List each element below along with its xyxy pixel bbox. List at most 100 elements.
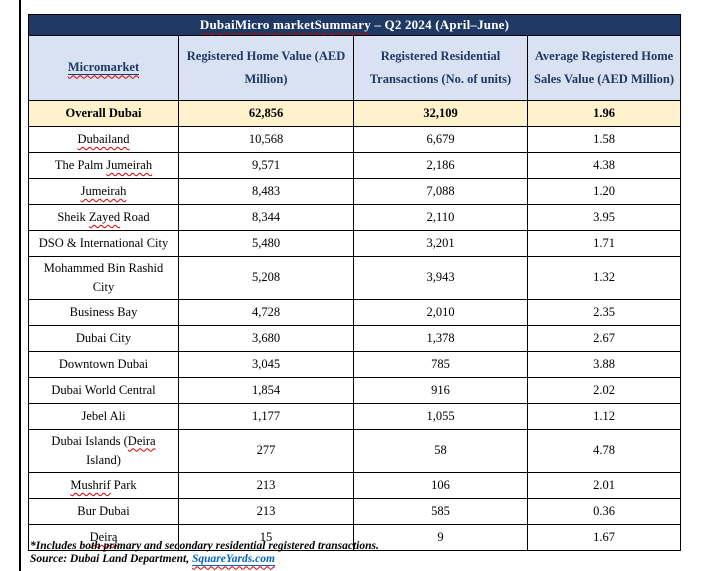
- micromarket-name-cell: Mushrif Park: [28, 472, 179, 499]
- misspelled-text: Deira: [127, 433, 156, 448]
- avg-value-cell: 4.38: [526, 152, 682, 179]
- avg-value-cell: 1.67: [526, 524, 682, 551]
- table-row: DSO & International City 5,480 3,201 1.71: [28, 230, 682, 257]
- table-title-marked-text: DubaiMicro marketSummary: [199, 17, 371, 32]
- table-row: Dubai City 3,680 1,378 2.67: [28, 325, 682, 352]
- avg-value-cell: 3.95: [526, 204, 682, 231]
- micromarket-name-cell: Jumeirah: [28, 178, 179, 205]
- home-value-cell: 4,728: [178, 299, 354, 326]
- transactions-cell: 3,201: [353, 230, 528, 257]
- micromarket-summary-table: DubaiMicro marketSummary – Q2 2024 (Apri…: [27, 14, 682, 551]
- source-prefix-text: Source: Dubai Land Department,: [30, 553, 192, 566]
- table-row: Downtown Dubai 3,045 785 3.88: [28, 351, 682, 378]
- micromarket-name-cell: Overall Dubai: [28, 100, 179, 127]
- micromarket-name-cell: Dubai Islands (Deira Island): [28, 429, 179, 473]
- table-row: Jumeirah 8,483 7,088 1.20: [28, 178, 682, 205]
- micromarket-name-cell: Deira: [28, 524, 179, 551]
- avg-value-cell: 3.88: [526, 351, 682, 378]
- page-edge-line: [19, 0, 21, 571]
- home-value-cell: 8,483: [178, 178, 354, 205]
- avg-value-cell: 0.36: [526, 498, 682, 525]
- transactions-cell: 2,186: [353, 152, 528, 179]
- source-link[interactable]: SquareYards.com: [191, 553, 275, 567]
- misspelled-text: Jumeirah: [80, 183, 127, 198]
- footnote-line: *Includes both primary and secondary res…: [30, 540, 379, 552]
- avg-value-cell: 2.01: [526, 472, 682, 499]
- avg-value-cell: 1.96: [526, 100, 682, 127]
- table-title-bar: DubaiMicro marketSummary – Q2 2024 (Apri…: [27, 14, 682, 36]
- column-header-label: Micromarket: [67, 60, 140, 76]
- table-row: Mohammed Bin Rashid City 5,208 3,943 1.32: [28, 256, 682, 300]
- transactions-cell: 3,943: [353, 256, 528, 300]
- table-row: Business Bay 4,728 2,010 2.35: [28, 299, 682, 326]
- home-value-cell: 5,480: [178, 230, 354, 257]
- footnotes: *Includes both primary and secondary res…: [30, 540, 379, 567]
- micromarket-name-cell: Sheik Zayed Road: [28, 204, 179, 231]
- transactions-cell: 916: [353, 377, 528, 404]
- micromarket-name-cell: DSO & International City: [28, 230, 179, 257]
- home-value-cell: 5,208: [178, 256, 354, 300]
- home-value-cell: 3,045: [178, 351, 354, 378]
- table-title-row: DubaiMicro marketSummary – Q2 2024 (Apri…: [27, 14, 682, 36]
- misspelled-text: Zayed: [88, 209, 121, 224]
- column-header-label: Registered Residential Transactions (No.…: [369, 48, 512, 86]
- transactions-cell: 785: [353, 351, 528, 378]
- column-header-micromarket: Micromarket: [28, 35, 179, 101]
- transactions-cell: 9: [353, 524, 528, 551]
- table-row: Jebel Ali 1,177 1,055 1.12: [28, 403, 682, 430]
- table-row: Dubailand 10,568 6,679 1.58: [28, 126, 682, 153]
- table-row: Overall Dubai 62,856 32,109 1.96: [28, 100, 682, 127]
- home-value-cell: 15: [178, 524, 354, 551]
- misspelled-text: Mushrif: [70, 477, 111, 492]
- table-row: Bur Dubai 213 585 0.36: [28, 498, 682, 525]
- avg-value-cell: 1.32: [526, 256, 682, 300]
- home-value-cell: 62,856: [178, 100, 354, 127]
- misspelled-text: Deira: [89, 529, 118, 544]
- micromarket-name-cell: Mohammed Bin Rashid City: [28, 256, 179, 300]
- home-value-cell: 1,177: [178, 403, 354, 430]
- table-body: DubaiMicro marketSummary – Q2 2024 (Apri…: [27, 14, 682, 551]
- misspelled-text: Jumeirah: [106, 157, 153, 172]
- column-header-avg-sales-value: Average Registered Home Sales Value (AED…: [526, 35, 682, 101]
- micromarket-name-cell: Bur Dubai: [28, 498, 179, 525]
- avg-value-cell: 2.67: [526, 325, 682, 352]
- avg-value-cell: 1.12: [526, 403, 682, 430]
- micromarket-name-cell: Business Bay: [28, 299, 179, 326]
- micromarket-name-cell: Dubai City: [28, 325, 179, 352]
- transactions-cell: 32,109: [353, 100, 528, 127]
- transactions-cell: 58: [353, 429, 528, 473]
- avg-value-cell: 2.02: [526, 377, 682, 404]
- table-row: Deira 15 9 1.67: [28, 524, 682, 551]
- micromarket-name-cell: Downtown Dubai: [28, 351, 179, 378]
- home-value-cell: 213: [178, 498, 354, 525]
- micromarket-name-cell: Dubai World Central: [28, 377, 179, 404]
- column-header-transactions: Registered Residential Transactions (No.…: [353, 35, 528, 101]
- home-value-cell: 1,854: [178, 377, 354, 404]
- misspelled-text: Dubailand: [77, 131, 130, 146]
- home-value-cell: 213: [178, 472, 354, 499]
- table-row: Dubai Islands (Deira Island) 277 58 4.78: [28, 429, 682, 473]
- home-value-cell: 10,568: [178, 126, 354, 153]
- column-header-home-value: Registered Home Value (AED Million): [178, 35, 354, 101]
- transactions-cell: 1,055: [353, 403, 528, 430]
- column-header-label: Average Registered Home Sales Value (AED…: [534, 48, 674, 86]
- table-header-row: Micromarket Registered Home Value (AED M…: [28, 35, 682, 101]
- home-value-cell: 9,571: [178, 152, 354, 179]
- avg-value-cell: 2.35: [526, 299, 682, 326]
- transactions-cell: 2,110: [353, 204, 528, 231]
- avg-value-cell: 1.58: [526, 126, 682, 153]
- avg-value-cell: 1.71: [526, 230, 682, 257]
- table-row: The Palm Jumeirah 9,571 2,186 4.38: [28, 152, 682, 179]
- table-title-rest-text: – Q2 2024 (April–June): [370, 17, 510, 32]
- micromarket-name-cell: The Palm Jumeirah: [28, 152, 179, 179]
- avg-value-cell: 1.20: [526, 178, 682, 205]
- avg-value-cell: 4.78: [526, 429, 682, 473]
- transactions-cell: 585: [353, 498, 528, 525]
- column-header-label: Registered Home Value (AED Million): [186, 48, 346, 86]
- transactions-cell: 106: [353, 472, 528, 499]
- table-row: Sheik Zayed Road 8,344 2,110 3.95: [28, 204, 682, 231]
- home-value-cell: 277: [178, 429, 354, 473]
- source-line: Source: Dubai Land Department, SquareYar…: [30, 553, 379, 567]
- transactions-cell: 7,088: [353, 178, 528, 205]
